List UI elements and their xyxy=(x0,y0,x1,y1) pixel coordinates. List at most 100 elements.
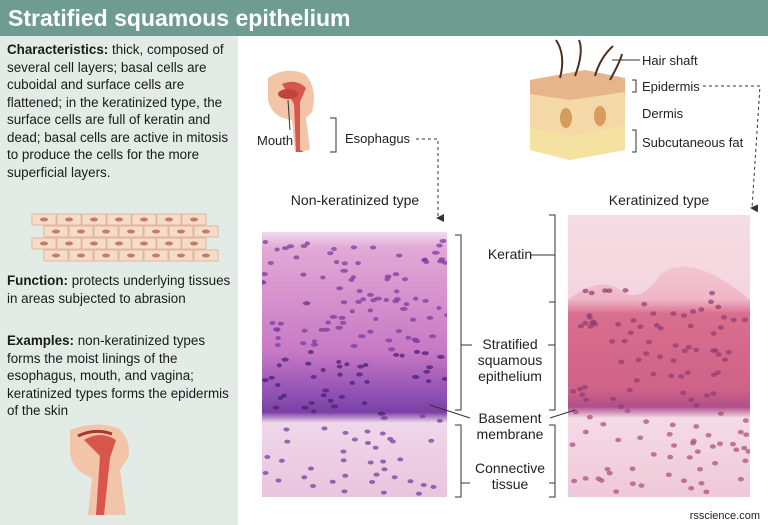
nucleus xyxy=(338,394,346,399)
nucleus xyxy=(423,369,431,374)
nucleus xyxy=(360,297,367,302)
nucleus xyxy=(335,325,344,330)
nucleus xyxy=(624,408,631,414)
nucleus xyxy=(741,317,748,323)
nucleus xyxy=(342,473,349,478)
nucleus xyxy=(102,253,110,258)
nucleus xyxy=(384,274,392,279)
nucleus xyxy=(310,484,317,489)
nucleus xyxy=(703,489,710,495)
head-illustration xyxy=(268,70,314,152)
nucleus xyxy=(342,430,349,435)
nucleus xyxy=(387,436,394,441)
bracket xyxy=(632,129,637,153)
nucleus xyxy=(364,440,371,445)
nucleus xyxy=(590,319,597,325)
nucleus xyxy=(367,329,374,334)
label: Esophagus xyxy=(345,131,411,146)
nucleus xyxy=(165,241,173,246)
nucleus xyxy=(90,241,98,246)
nucleus xyxy=(275,343,281,348)
nucleus xyxy=(336,364,343,369)
nucleus xyxy=(641,301,648,307)
nucleus xyxy=(423,259,430,264)
nucleus xyxy=(177,253,185,258)
nucleus xyxy=(269,321,276,326)
nucleus xyxy=(606,470,613,476)
nucleus xyxy=(396,253,403,258)
function: Function: protects underlying tissues in… xyxy=(7,272,233,307)
nucleus xyxy=(419,414,426,419)
nucleus xyxy=(426,315,434,320)
nucleus xyxy=(367,308,373,313)
nucleus xyxy=(618,359,625,365)
nucleus xyxy=(344,362,350,367)
nucleus xyxy=(374,296,383,301)
nucleus xyxy=(709,444,716,449)
nucleus xyxy=(717,441,724,447)
label: tissue xyxy=(492,476,529,492)
nucleus xyxy=(362,401,368,406)
label: Mouth xyxy=(257,133,293,148)
nucleus xyxy=(587,324,594,329)
nucleus xyxy=(152,253,160,258)
bracket xyxy=(330,117,337,153)
nucleus xyxy=(369,479,376,484)
nucleus xyxy=(672,343,679,348)
nucleus xyxy=(671,443,678,448)
nucleus xyxy=(380,490,387,495)
nucleus xyxy=(367,460,374,465)
nucleus xyxy=(338,315,346,320)
nucleus xyxy=(429,334,437,339)
nucleus xyxy=(737,476,744,482)
nucleus xyxy=(287,244,295,249)
nucleus xyxy=(680,390,687,396)
nucleus xyxy=(737,429,744,435)
nucleus xyxy=(262,470,269,475)
nucleus xyxy=(349,380,355,385)
nucleus xyxy=(272,405,280,410)
throat-illustration xyxy=(70,424,129,515)
nucleus xyxy=(684,370,691,376)
characteristics: Characteristics: thick, composed of seve… xyxy=(7,41,233,181)
nucleus xyxy=(356,289,363,294)
cell-illustration xyxy=(31,213,219,262)
nucleus xyxy=(350,343,358,348)
nucleus xyxy=(308,400,315,405)
nucleus xyxy=(348,277,355,282)
nucleus xyxy=(422,298,429,303)
nucleus xyxy=(327,251,334,256)
nucleus xyxy=(284,439,291,444)
bracket xyxy=(632,79,637,93)
nucleus xyxy=(570,389,577,394)
nucleus xyxy=(742,418,749,423)
nucleus xyxy=(415,491,422,496)
nucleus xyxy=(681,348,688,354)
nucleus xyxy=(421,351,429,356)
nucleus xyxy=(350,245,358,250)
nucleus xyxy=(656,354,663,360)
nucleus xyxy=(320,368,326,373)
nucleus xyxy=(444,313,447,318)
nucleus xyxy=(588,290,595,296)
nucleus xyxy=(262,239,269,244)
nucleus xyxy=(379,431,386,436)
nucleus xyxy=(629,466,636,472)
nucleus xyxy=(742,458,749,464)
term: Function: xyxy=(7,273,68,288)
nucleus xyxy=(572,409,579,415)
label: Epidermis xyxy=(642,79,700,94)
nucleus xyxy=(322,327,331,332)
nucleus xyxy=(340,268,349,273)
nucleus xyxy=(281,357,289,362)
nucleus xyxy=(336,359,342,364)
nucleus xyxy=(729,441,736,447)
nucleus xyxy=(615,437,622,443)
nucleus xyxy=(310,374,317,379)
arrow xyxy=(416,138,444,222)
nucleus xyxy=(302,301,311,306)
nucleus xyxy=(283,427,290,432)
nucleus xyxy=(638,483,645,488)
nucleus xyxy=(380,459,387,464)
nucleus xyxy=(598,478,605,483)
